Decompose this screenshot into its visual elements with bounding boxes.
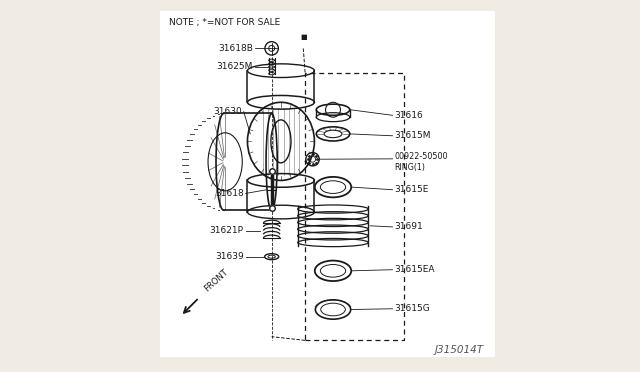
Text: 31615E: 31615E (394, 185, 429, 194)
Text: NOTE ; *=NOT FOR SALE: NOTE ; *=NOT FOR SALE (170, 18, 280, 27)
Text: 31618: 31618 (215, 189, 244, 198)
Text: 31625M: 31625M (217, 62, 253, 71)
Bar (305, 73, 404, 340)
Text: 31691: 31691 (394, 222, 423, 231)
Text: FRONT: FRONT (202, 268, 230, 294)
Text: 31630: 31630 (213, 107, 242, 116)
Text: 31618B: 31618B (218, 44, 253, 53)
Text: 31639: 31639 (215, 252, 244, 261)
Text: 31615EA: 31615EA (394, 265, 435, 274)
Text: 00922-50500
RING(1): 00922-50500 RING(1) (394, 152, 448, 171)
Text: 31616: 31616 (394, 111, 423, 120)
Text: 31615G: 31615G (394, 304, 430, 313)
Text: 31621P: 31621P (210, 226, 244, 235)
Text: ■: ■ (300, 34, 307, 40)
Text: 31615M: 31615M (394, 131, 431, 140)
Text: J315014T: J315014T (435, 345, 484, 355)
